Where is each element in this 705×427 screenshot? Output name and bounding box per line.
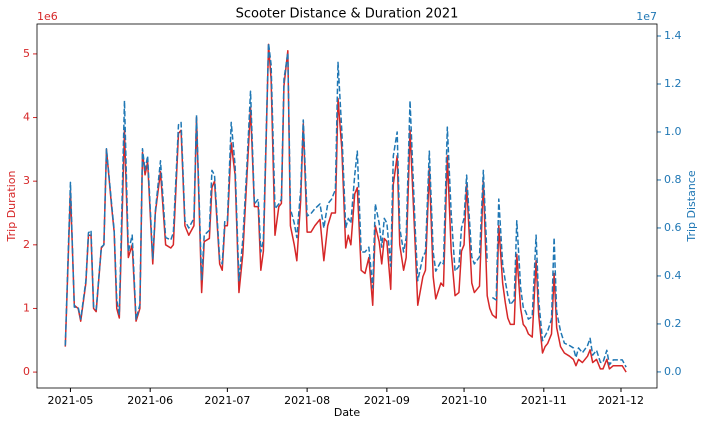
x-tick-label: 2021-10 xyxy=(441,394,487,407)
y2-tick-label: 1.2 xyxy=(664,77,682,90)
y-tick-label: 2 xyxy=(23,238,30,251)
y2-tick-label: 0.2 xyxy=(664,317,682,330)
x-tick-label: 2021-07 xyxy=(204,394,250,407)
x-tick-label: 2021-06 xyxy=(127,394,173,407)
chart-title: Scooter Distance & Duration 2021 xyxy=(236,7,459,22)
y2-axis-label: Trip Distance xyxy=(685,170,698,242)
data-line xyxy=(64,42,627,368)
y-tick-label: 3 xyxy=(23,174,30,187)
y2-tick-label: 1.0 xyxy=(664,125,682,138)
x-tick-label: 2021-05 xyxy=(47,394,93,407)
x-tick-label: 2021-12 xyxy=(598,394,644,407)
y2-tick-label: 0.0 xyxy=(664,365,682,378)
y2-tick-label: 1.4 xyxy=(664,29,682,42)
x-tick-label: 2021-08 xyxy=(284,394,330,407)
y-axis-label: Trip Duration xyxy=(5,171,18,243)
y2-tick-label: 0.4 xyxy=(664,269,682,282)
x-axis-label: Date xyxy=(334,406,361,419)
x-tick-label: 2021-11 xyxy=(521,394,567,407)
y2-tick-label: 0.6 xyxy=(664,221,682,234)
plot-frame xyxy=(36,23,658,389)
x-tick-label: 2021-09 xyxy=(364,394,410,407)
y2-offset-label: 1e7 xyxy=(636,10,657,23)
y-tick-label: 0 xyxy=(23,365,30,378)
y-offset-label: 1e6 xyxy=(37,10,58,23)
y-tick-label: 1 xyxy=(23,301,30,314)
y-tick-label: 5 xyxy=(23,47,30,60)
data-line xyxy=(64,43,627,373)
y2-tick-label: 0.8 xyxy=(664,173,682,186)
y-tick-label: 4 xyxy=(23,111,30,124)
